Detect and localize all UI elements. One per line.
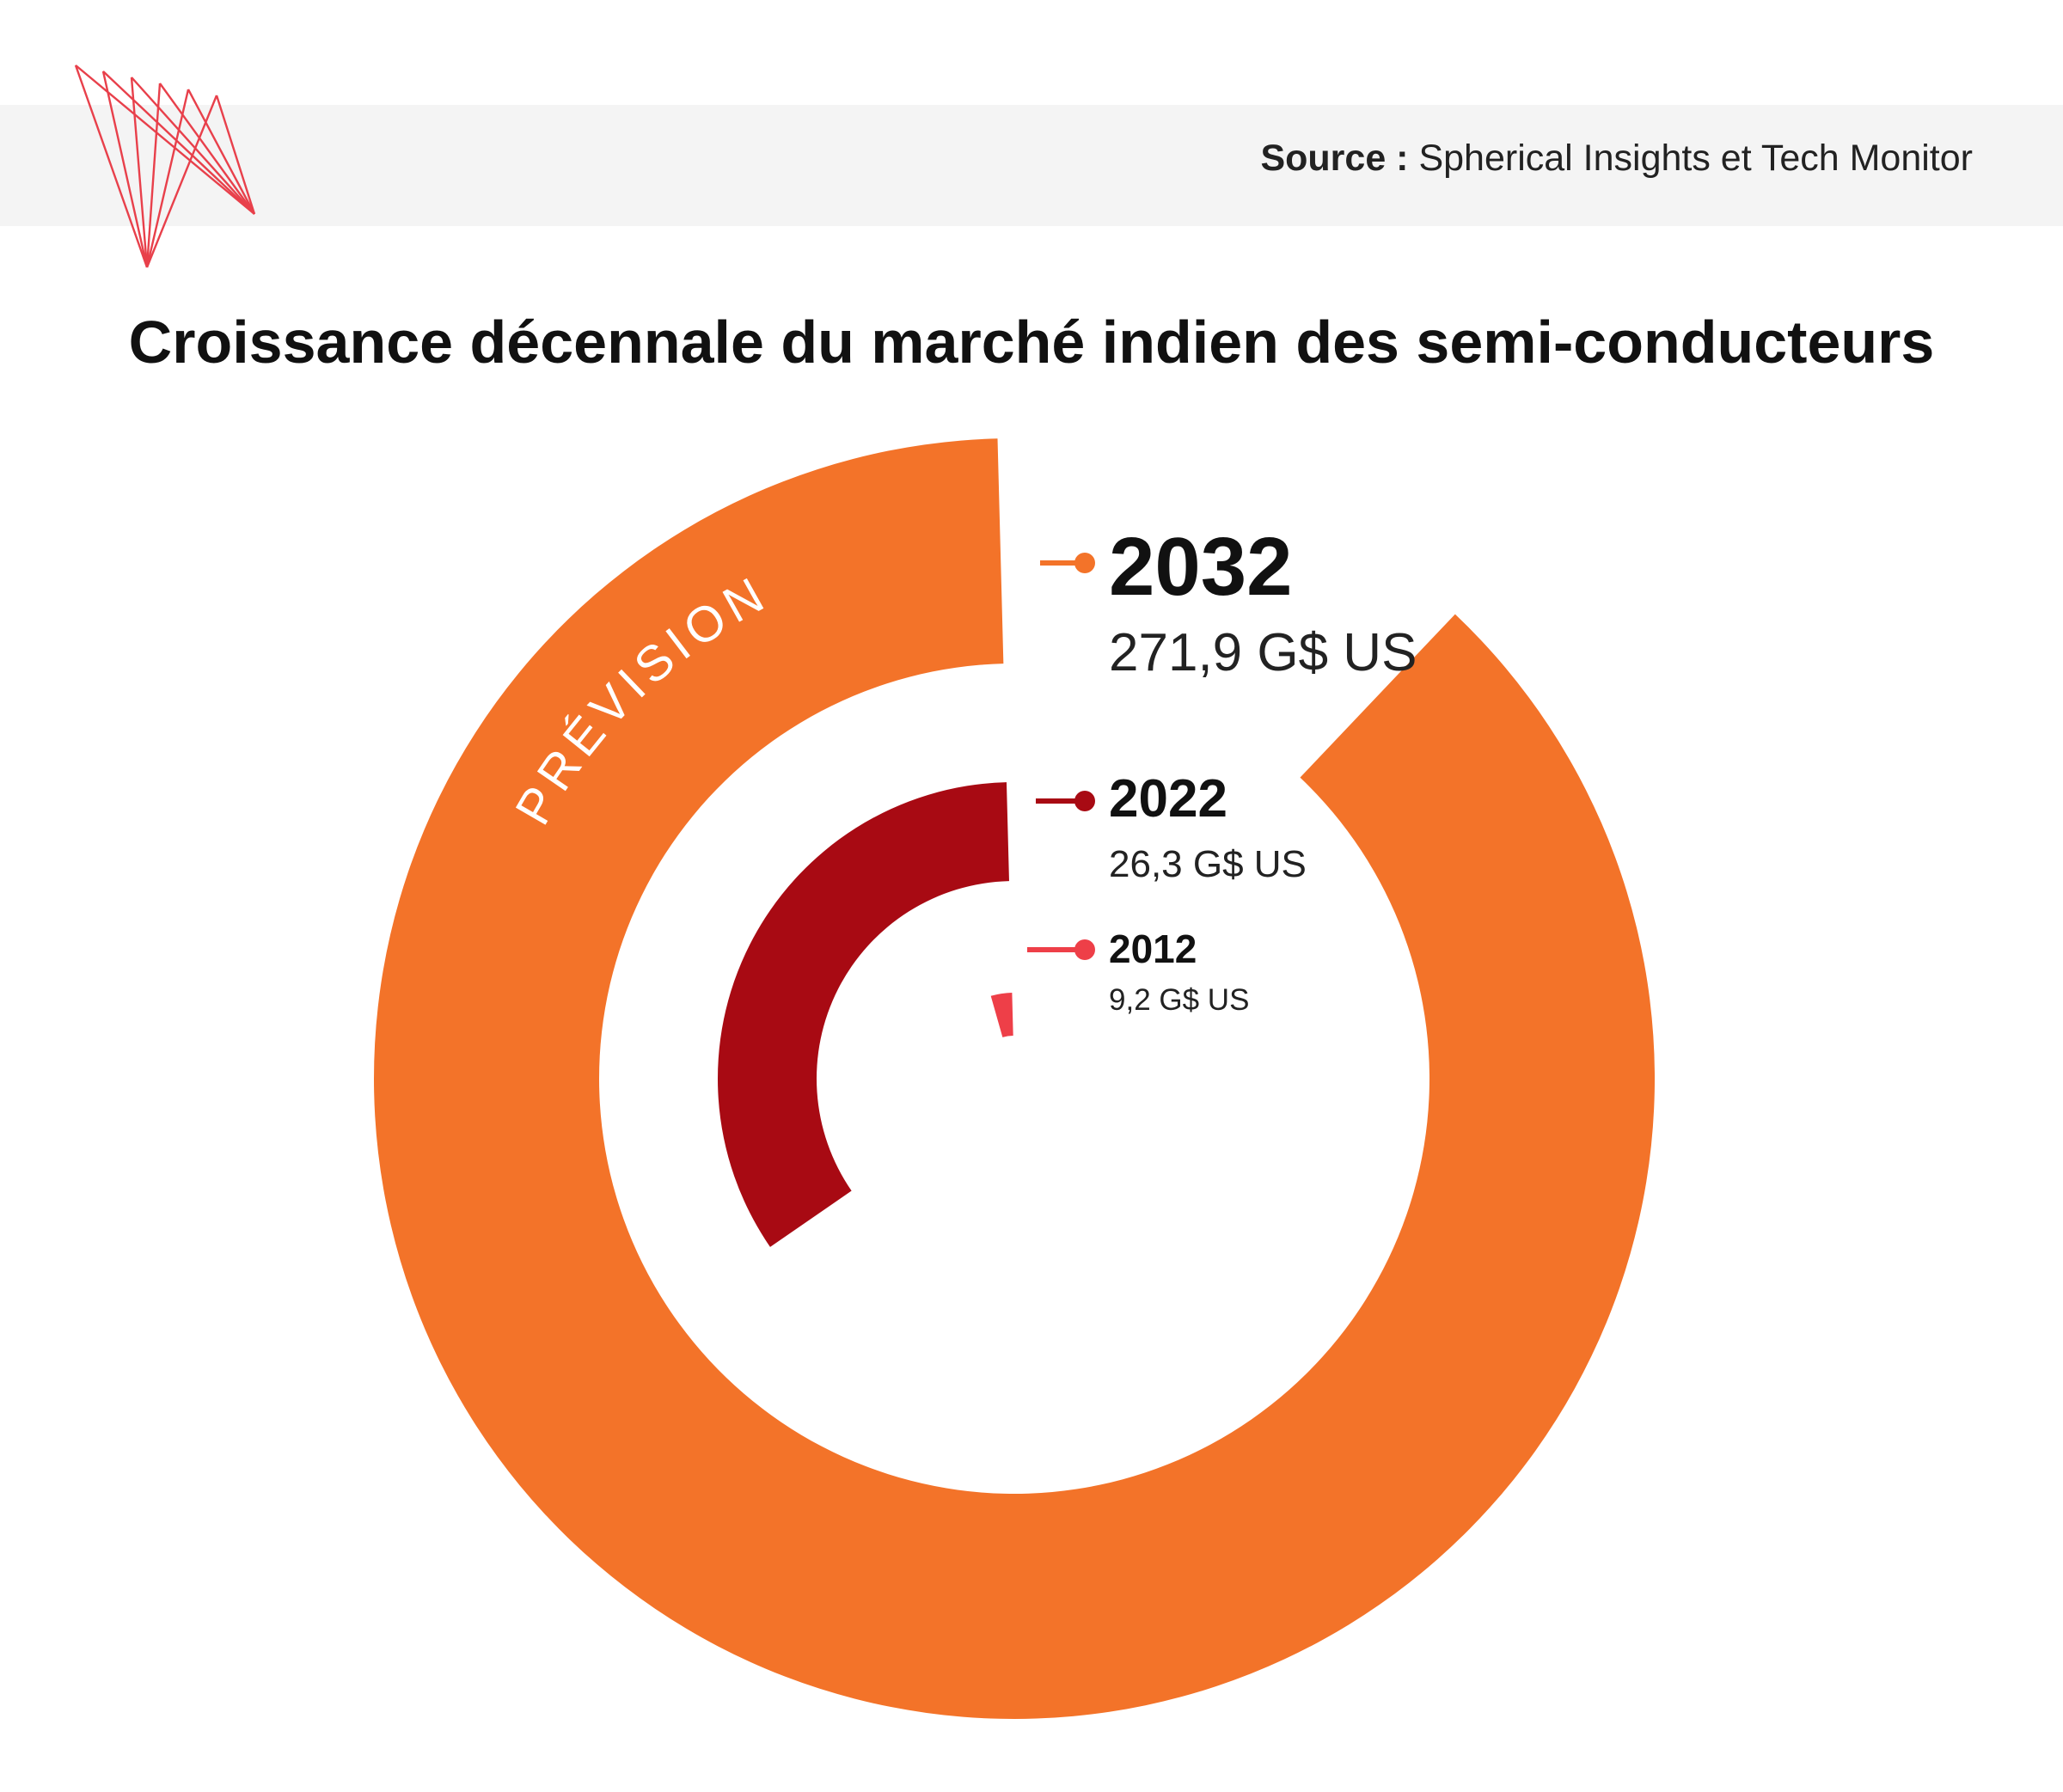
leader-2022-dot [1074, 791, 1095, 811]
value-label-2032: 271,9 G$ US [1109, 623, 1417, 682]
bar-2012 [990, 993, 1013, 1037]
chart-title: Croissance décennale du marché indien de… [128, 309, 1935, 376]
value-label-2022: 26,3 G$ US [1109, 843, 1307, 885]
source-label: Source : [1260, 138, 1409, 179]
bar-2022 [718, 782, 1009, 1247]
year-label-2012: 2012 [1109, 927, 1197, 971]
year-label-2022: 2022 [1109, 769, 1227, 829]
bar-2032 [374, 438, 1656, 1720]
logo-icon [74, 64, 256, 268]
leader-2012-dot [1074, 939, 1095, 960]
value-label-2012: 9,2 G$ US [1109, 983, 1249, 1017]
year-label-2032: 2032 [1109, 521, 1293, 613]
leader-2032-dot [1074, 553, 1095, 573]
source-text: Spherical Insights et Tech Monitor [1418, 138, 1973, 179]
header-band [0, 105, 2063, 226]
source-note: Source : Spherical Insights et Tech Moni… [1260, 138, 1973, 180]
